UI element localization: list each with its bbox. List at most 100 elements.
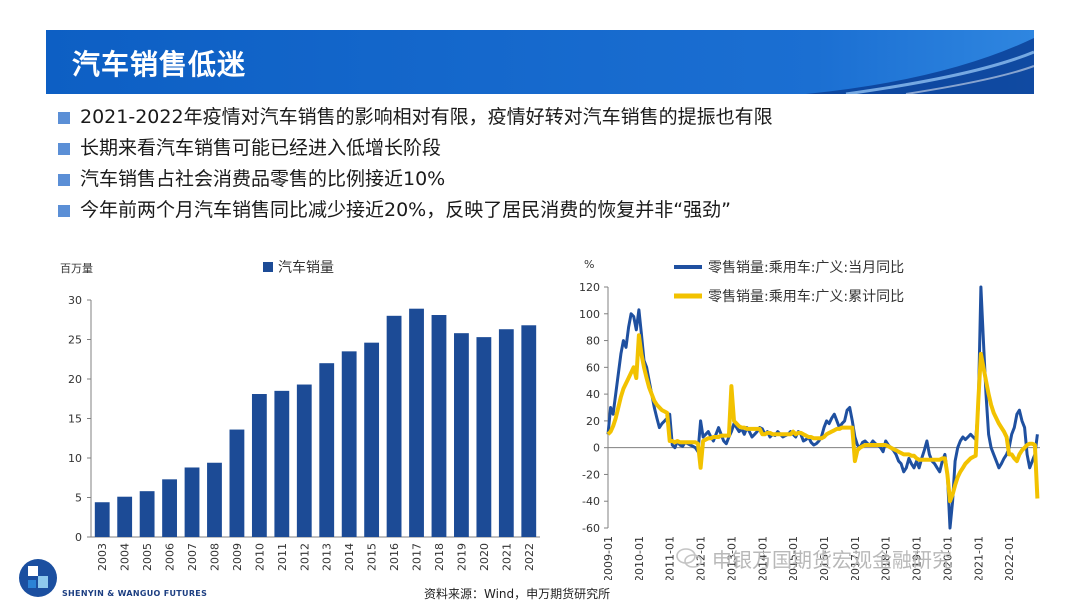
y-tick-label: -40	[582, 495, 600, 508]
y-tick-label: 30	[68, 294, 82, 307]
legend-swatch	[263, 262, 273, 272]
x-tick-label: 2018-01	[880, 536, 893, 580]
bullet-square-icon	[58, 142, 70, 155]
car-sales-bar-chart: 百万量 汽车销量 0 5 10 15 20 25 30 2003 2004 2005 2006 2007 2…	[60, 259, 540, 571]
bar	[251, 394, 267, 537]
y-tick-label: 15	[68, 413, 82, 426]
bullet-text: 今年前两个月汽车销售同比减少接近20%，反映了居民消费的恢复并非“强劲”	[80, 199, 731, 221]
bar	[454, 333, 469, 537]
wechat-icon	[676, 548, 702, 568]
x-tick-label: 2012-01	[695, 536, 708, 580]
bar	[476, 337, 492, 537]
x-tick-label: 2018	[433, 543, 446, 571]
source-note: 资料来源：Wind，申万期货研究所	[424, 587, 611, 601]
x-tick-label: 2020-01	[941, 536, 954, 580]
watermark-text: 申银万国期货宏观金融研究	[712, 547, 952, 572]
bar	[296, 384, 312, 537]
x-tick-label: 2016	[388, 543, 401, 571]
y-tick-label: 80	[586, 335, 600, 348]
bullet-item: 长期来看汽车销售可能已经进入低增长阶段	[58, 133, 1048, 164]
x-tick-label: 2008	[208, 543, 221, 571]
x-tick-label: 2011-01	[664, 536, 677, 580]
x-tick-label: 2020	[478, 543, 491, 571]
x-tick-label: 2004	[119, 543, 132, 571]
x-tick-label: 2015-01	[787, 536, 800, 580]
y-tick-label: 120	[579, 281, 600, 294]
banner-background	[46, 30, 1034, 94]
legend-label: 零售销量:乘用车:广义:当月同比	[708, 259, 904, 276]
watermark: 申银万国期货宏观金融研究	[676, 543, 952, 573]
slide-title: 汽车销售低迷	[72, 48, 247, 81]
bar	[498, 329, 514, 537]
bullet-item: 2021-2022年疫情对汽车销售的影响相对有限，疫情好转对汽车销售的提振也有限	[58, 102, 1048, 133]
x-tick-label: 2013-01	[725, 536, 738, 580]
x-tick-label: 2019	[455, 543, 468, 571]
y-tick-label: 5	[75, 492, 82, 505]
x-tick-label: 2010	[253, 543, 266, 571]
x-tick-label: 2014	[343, 543, 356, 571]
y-tick-label: 25	[68, 334, 82, 347]
bar	[139, 491, 155, 537]
x-tick-label: 2011	[276, 543, 289, 571]
y-tick-label: -20	[582, 468, 600, 481]
bar	[431, 315, 447, 537]
y-tick-label: 20	[586, 415, 600, 428]
series-line-monthly-yoy	[606, 285, 1039, 530]
y-tick-label: 10	[68, 452, 82, 465]
y-tick-label: 0	[75, 531, 82, 544]
x-tick-label: 2021	[500, 543, 513, 571]
bar	[274, 390, 290, 537]
legend-label: 零售销量:乘用车:广义:累计同比	[708, 288, 904, 305]
bullet-text: 长期来看汽车销售可能已经进入低增长阶段	[80, 137, 442, 159]
y-tick-label: 60	[586, 361, 600, 374]
logo-text: SHENYIN & WANGUO FUTURES	[62, 589, 208, 598]
y-tick-label: -60	[582, 522, 600, 535]
x-tick-label: 2016-01	[818, 536, 831, 580]
bullet-square-icon	[58, 204, 70, 217]
x-tick-label: 2022-01	[1003, 536, 1016, 580]
x-tick-label: 2003	[96, 543, 109, 571]
bar	[341, 351, 357, 537]
bar	[207, 462, 222, 537]
x-tick-label: 2009-01	[602, 536, 615, 580]
y-tick-label: 0	[593, 442, 600, 455]
bullet-text: 汽车销售占社会消费品零售的比例接近10%	[80, 168, 446, 190]
bar	[319, 363, 335, 537]
x-tick-label: 2006	[164, 543, 177, 571]
bar	[409, 308, 424, 537]
x-tick-label: 2012	[298, 543, 311, 571]
bullet-list: 2021-2022年疫情对汽车销售的影响相对有限，疫情好转对汽车销售的提振也有限…	[58, 102, 1048, 226]
bar	[184, 467, 200, 537]
x-tick-label: 2007	[186, 543, 199, 571]
bar	[117, 496, 133, 537]
x-tick-label: 2017-01	[849, 536, 862, 580]
bullet-item: 今年前两个月汽车销售同比减少接近20%，反映了居民消费的恢复并非“强劲”	[58, 195, 1048, 226]
bar	[521, 325, 537, 537]
bar	[386, 315, 402, 537]
legend-label: 汽车销量	[278, 259, 334, 276]
shenyin-wanguo-logo	[19, 559, 57, 597]
series-line-cumulative-yoy	[606, 333, 1040, 504]
bar	[94, 502, 110, 537]
x-tick-label: 2013	[321, 543, 334, 571]
x-tick-label: 2022	[523, 543, 536, 571]
bullet-square-icon	[58, 111, 70, 124]
x-tick-label: 2005	[141, 543, 154, 571]
bar	[229, 429, 245, 537]
x-tick-label: 2017	[411, 543, 424, 571]
y-unit-label: %	[584, 258, 594, 271]
x-tick-label: 2009	[231, 543, 244, 571]
bullet-text: 2021-2022年疫情对汽车销售的影响相对有限，疫情好转对汽车销售的提振也有限	[80, 106, 773, 128]
x-tick-label: 2010-01	[633, 536, 646, 580]
x-tick-label: 2021-01	[972, 536, 985, 580]
bullet-square-icon	[58, 173, 70, 186]
y-tick-label: 100	[579, 308, 600, 321]
x-tick-label: 2019-01	[911, 536, 924, 580]
bullet-item: 汽车销售占社会消费品零售的比例接近10%	[58, 164, 1048, 195]
x-tick-label: 2014-01	[756, 536, 769, 580]
y-tick-label: 40	[586, 388, 600, 401]
bar	[364, 342, 380, 537]
y-unit-label: 百万量	[60, 262, 93, 275]
y-tick-label: 20	[68, 373, 82, 386]
